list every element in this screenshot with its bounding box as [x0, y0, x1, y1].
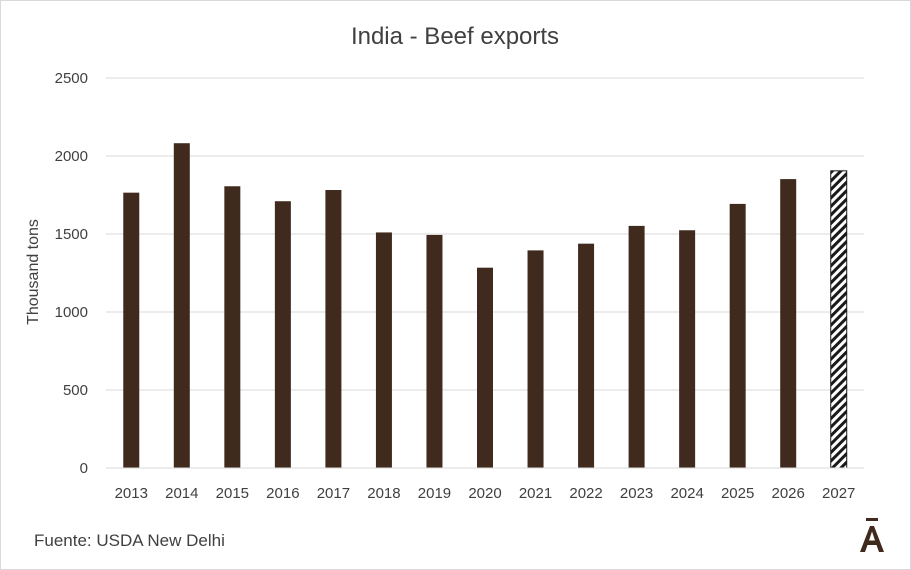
source-note: Fuente: USDA New Delhi	[34, 531, 225, 550]
bar-2024	[679, 230, 696, 468]
bar-2021	[527, 250, 544, 468]
y-tick-label: 1000	[55, 304, 88, 321]
y-axis-label: Thousand tons	[25, 219, 42, 325]
x-tick-label: 2014	[165, 485, 198, 502]
x-tick-label: 2020	[468, 485, 501, 502]
x-tick-label: 2019	[418, 485, 451, 502]
x-tick-label: 2024	[670, 485, 703, 502]
bar-2016	[274, 201, 291, 469]
bar-2019	[426, 234, 443, 468]
x-tick-label: 2026	[772, 485, 805, 502]
bar-2015	[224, 186, 241, 468]
y-tick-label: 2500	[55, 70, 88, 87]
bar-2023	[628, 225, 645, 468]
x-tick-labels: 2013 2014 2015 2016 2017 2018 2019 2020 2021 2022…	[115, 485, 856, 502]
bar-2013	[123, 192, 140, 468]
y-tick-label: 0	[80, 460, 88, 477]
y-tick-labels: 0 500 1000 1500 2000 2500	[55, 70, 88, 477]
x-tick-label: 2021	[519, 485, 552, 502]
x-tick-label: 2023	[620, 485, 653, 502]
y-tick-label: 500	[63, 382, 88, 399]
x-tick-label: 2025	[721, 485, 754, 502]
x-tick-label: 2017	[317, 485, 350, 502]
x-tick-label: 2013	[115, 485, 148, 502]
chart-title: India - Beef exports	[351, 23, 559, 50]
brand-logo	[860, 518, 884, 552]
x-tick-label: 2015	[216, 485, 249, 502]
bar-2018	[375, 232, 392, 468]
bar-2022	[578, 243, 595, 468]
y-tick-label: 2000	[55, 148, 88, 165]
x-tick-label: 2018	[367, 485, 400, 502]
bar-2027-forecast	[830, 170, 848, 469]
bar-2025	[729, 203, 746, 468]
x-tick-label: 2022	[569, 485, 602, 502]
bar-2014	[173, 143, 190, 468]
y-tick-label: 1500	[55, 226, 88, 243]
bar-2020	[477, 267, 493, 468]
x-tick-label: 2016	[266, 485, 299, 502]
bar-2017	[325, 190, 342, 468]
x-tick-label: 2027	[822, 485, 855, 502]
bar-2026	[780, 179, 797, 468]
bars	[123, 143, 848, 469]
